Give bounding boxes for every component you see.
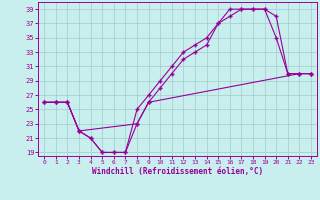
- X-axis label: Windchill (Refroidissement éolien,°C): Windchill (Refroidissement éolien,°C): [92, 167, 263, 176]
